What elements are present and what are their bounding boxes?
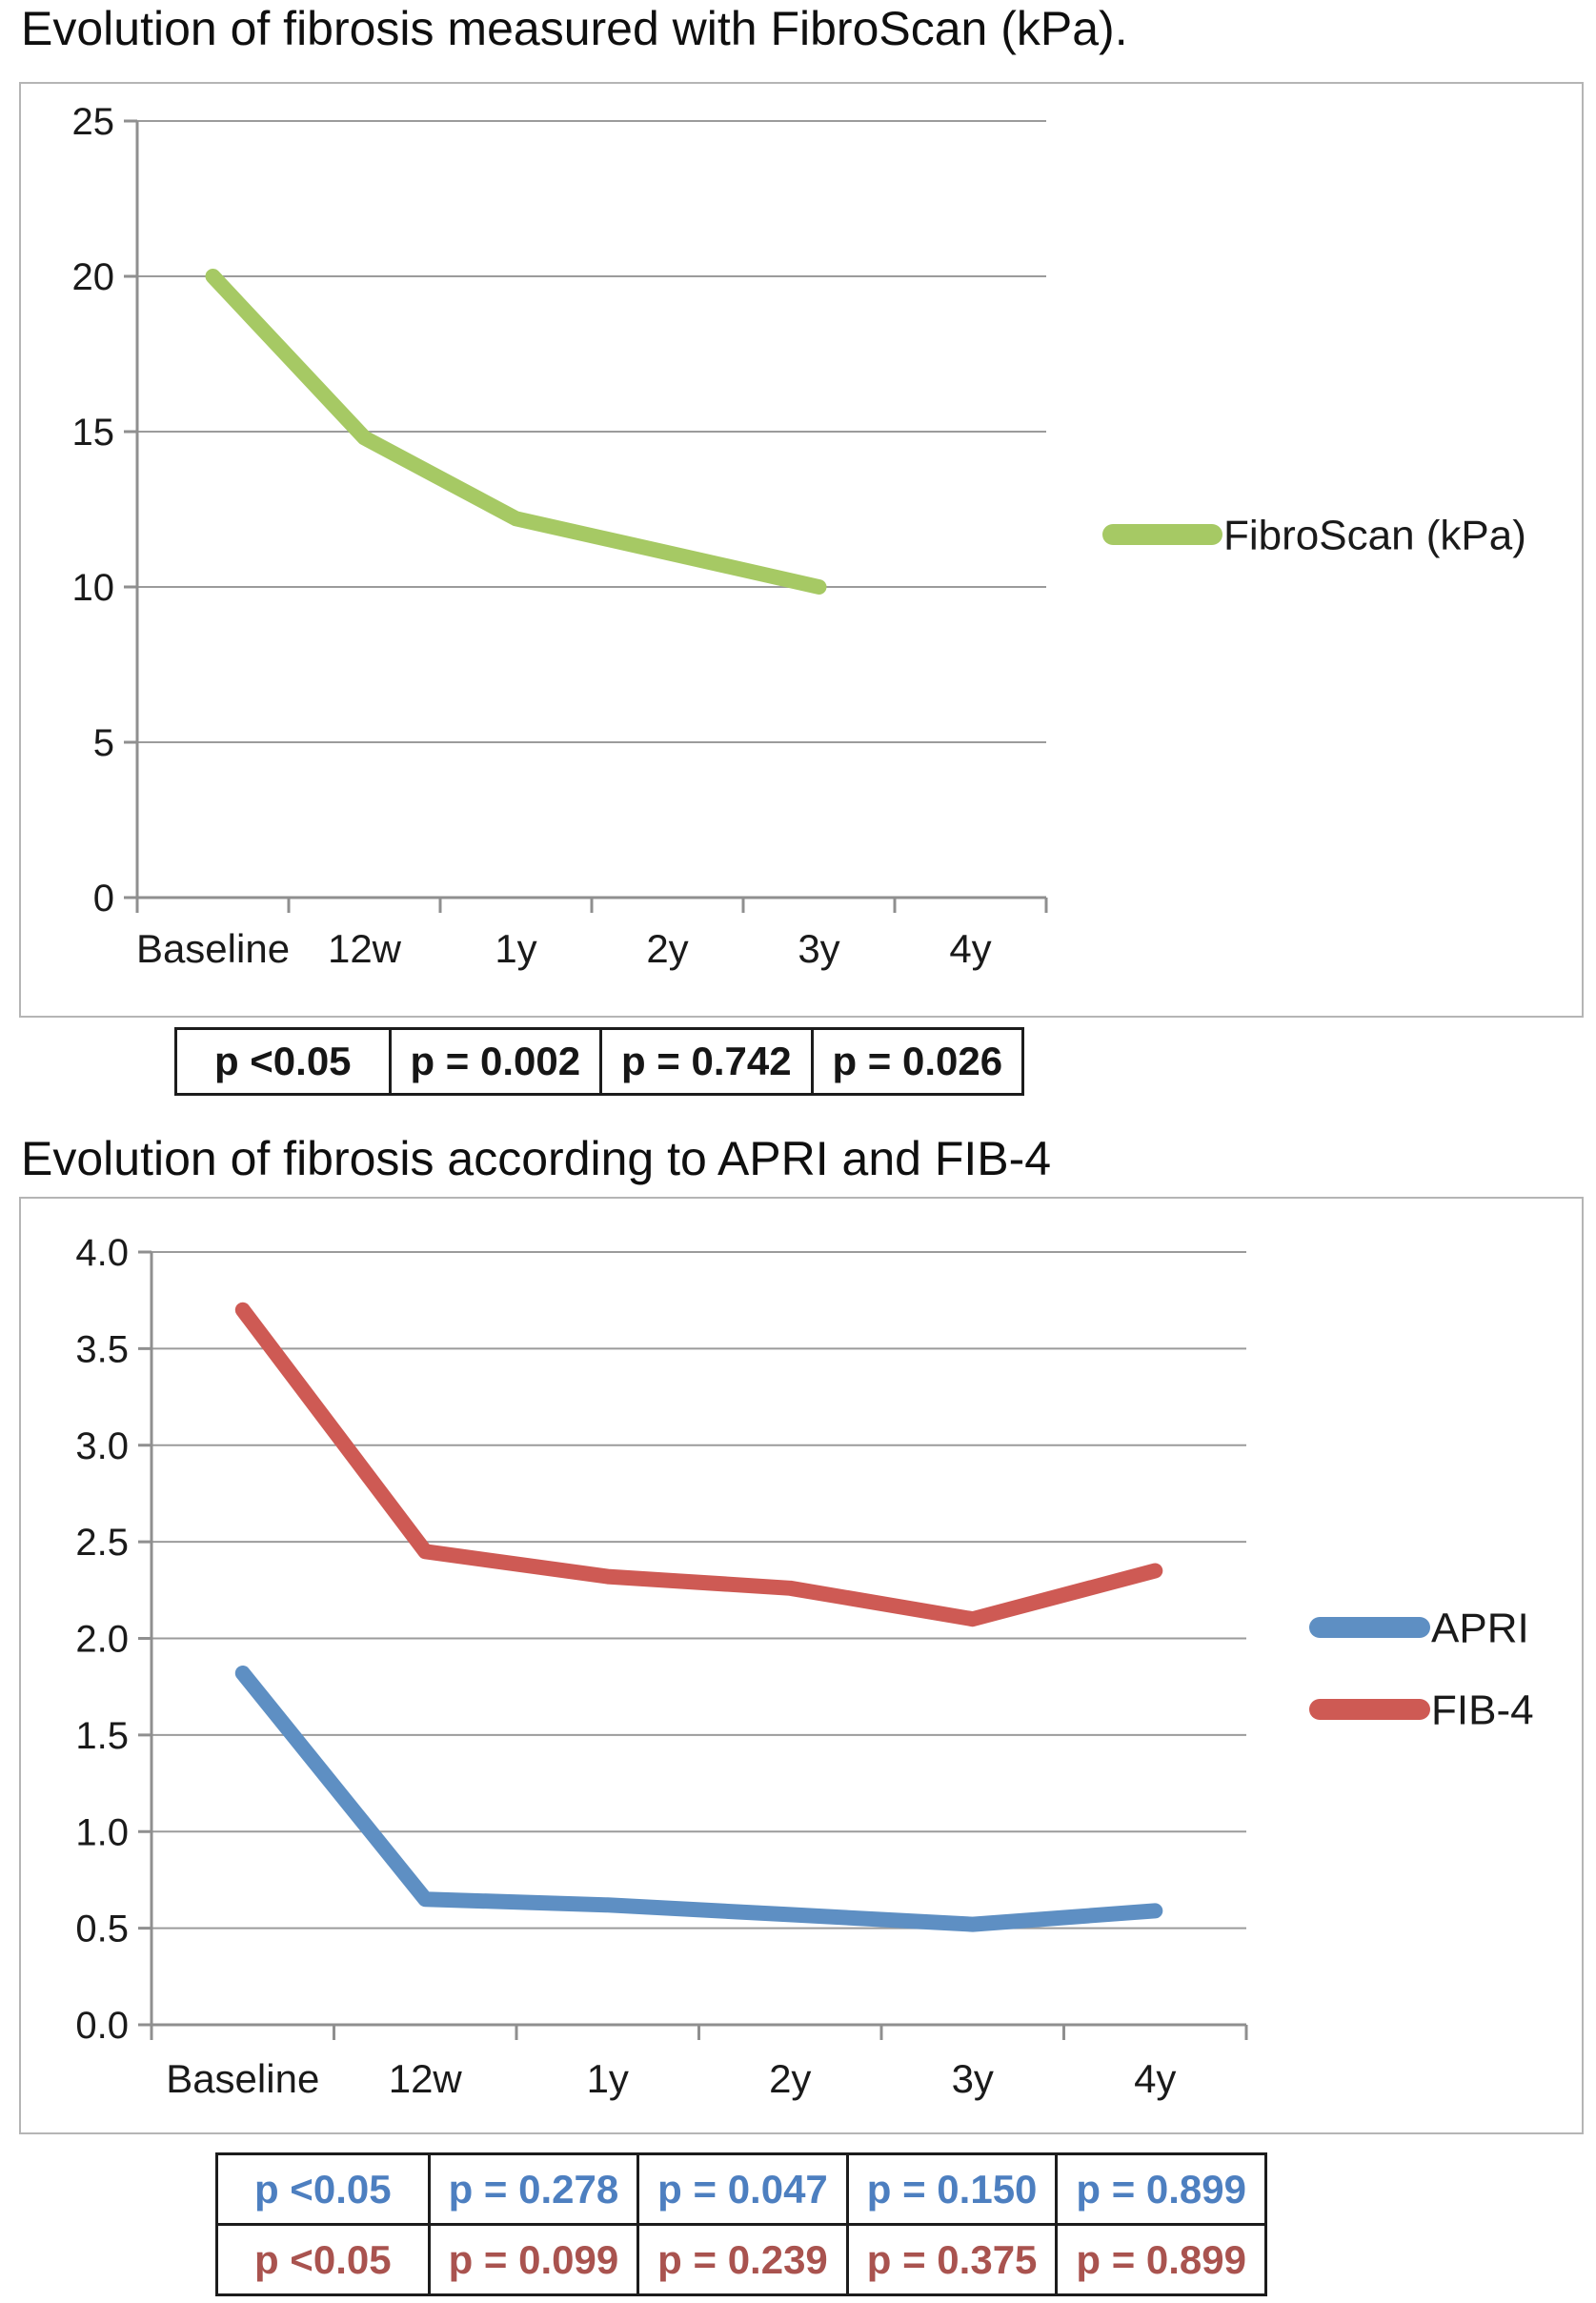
legend: FibroScan (kPa) xyxy=(1102,512,1526,558)
x-category-label: 1y xyxy=(587,2056,629,2101)
y-tick-label: 25 xyxy=(72,101,115,143)
series-line-fibroscan-kpa xyxy=(205,269,827,595)
legend-item-fib-4: FIB-4 xyxy=(1309,1687,1534,1733)
x-category-label: 3y xyxy=(798,926,839,971)
axes xyxy=(124,119,1048,913)
y-tick-label: 2.0 xyxy=(75,1619,129,1661)
y-tick-label: 0 xyxy=(93,878,114,919)
x-category-label: 4y xyxy=(949,926,991,971)
x-category-label: 1y xyxy=(495,926,536,971)
p-value-cell: p = 0.899 xyxy=(1055,2155,1264,2223)
x-category-label: 2y xyxy=(646,926,688,971)
p-value-cell: p = 0.026 xyxy=(810,1030,1022,1093)
apri-fib4-chart-title: Evolution of fibrosis according to APRI … xyxy=(21,1132,1052,1185)
y-tick-label: 15 xyxy=(72,412,115,454)
p-value-cell: p <0.05 xyxy=(253,2166,392,2212)
fibroscan-chart-title: Evolution of fibrosis measured with Fibr… xyxy=(21,2,1128,55)
y-gridlines xyxy=(152,1251,1246,1929)
x-category-label: 2y xyxy=(769,2056,811,2101)
y-tick-label: 1.0 xyxy=(75,1811,129,1853)
legend-label: FIB-4 xyxy=(1431,1687,1534,1733)
p-value-cell: p = 0.239 xyxy=(636,2226,846,2293)
p-value-table-fibroscan: p <0.05 p = 0.002 p = 0.742 p = 0.026 xyxy=(174,1027,1024,1096)
y-tick-label: 20 xyxy=(72,256,115,298)
x-category-label: 3y xyxy=(952,2056,994,2101)
y-tick-label: 3.5 xyxy=(75,1328,129,1370)
legend-item-fibroscan-kpa: FibroScan (kPa) xyxy=(1102,512,1526,558)
axes xyxy=(138,1250,1248,2040)
series-line-fib-4 xyxy=(234,1302,1163,1627)
p-value-cell: p = 0.002 xyxy=(388,1030,600,1093)
x-category-label: 12w xyxy=(328,926,402,971)
p-value-cell: p = 0.047 xyxy=(636,2155,846,2223)
y-tick-label: 4.0 xyxy=(75,1232,129,1274)
y-tick-label: 2.5 xyxy=(75,1522,129,1564)
y-tick-labels: 0.0 0.5 1.0 1.5 2.0 2.5 3.0 3.5 4.0 xyxy=(75,1232,129,2047)
x-category-label: 4y xyxy=(1134,2056,1176,2101)
fibroscan-chart-frame: 0 5 10 15 20 25 Baseline 12w 1y 2y 3y 4y FibroScan (… xyxy=(19,82,1584,1018)
series-line-apri xyxy=(234,1666,1163,1932)
y-tick-label: 0.0 xyxy=(75,2005,129,2047)
apri-fib4-line-chart: 0.0 0.5 1.0 1.5 2.0 2.5 3.0 3.5 4.0 Baseline 12w 1y… xyxy=(75,1232,1534,2101)
p-value-cell: p <0.05 xyxy=(213,1039,352,1083)
p-value-table-apri-fib4: p <0.05 p = 0.278 p = 0.047 p = 0.150 p … xyxy=(215,2152,1267,2296)
y-gridlines xyxy=(137,120,1046,743)
legend-label: APRI xyxy=(1431,1605,1529,1651)
x-category-labels: Baseline 12w 1y 2y 3y 4y xyxy=(166,2056,1176,2101)
legend-label: FibroScan (kPa) xyxy=(1223,512,1526,558)
p-value-cell: p = 0.742 xyxy=(599,1030,811,1093)
y-tick-label: 5 xyxy=(93,722,114,764)
legend-item-apri: APRI xyxy=(1309,1605,1529,1651)
x-category-label: Baseline xyxy=(166,2056,319,2101)
p-value-cell: p <0.05 xyxy=(253,2236,392,2282)
apri-fib4-chart-frame: 0.0 0.5 1.0 1.5 2.0 2.5 3.0 3.5 4.0 Baseline 12w 1y… xyxy=(19,1197,1584,2134)
y-tick-labels: 0 5 10 15 20 25 xyxy=(72,101,115,919)
y-tick-label: 3.0 xyxy=(75,1425,129,1467)
y-tick-label: 10 xyxy=(72,567,115,609)
p-value-row-fibroscan: p <0.05 p = 0.002 p = 0.742 p = 0.026 xyxy=(177,1030,1021,1093)
p-value-cell: p = 0.099 xyxy=(427,2226,637,2293)
p-value-cell: p = 0.375 xyxy=(845,2226,1056,2293)
legend: APRI FIB-4 xyxy=(1309,1605,1534,1733)
fibroscan-line-chart: 0 5 10 15 20 25 Baseline 12w 1y 2y 3y 4y FibroScan (… xyxy=(72,101,1526,971)
p-value-cell: p = 0.150 xyxy=(845,2155,1056,2223)
y-tick-label: 0.5 xyxy=(75,1909,129,1950)
p-value-cell: p = 0.278 xyxy=(427,2155,637,2223)
p-value-row-fib4: p <0.05 p = 0.099 p = 0.239 p = 0.375 p … xyxy=(218,2223,1264,2293)
x-category-label: 12w xyxy=(389,2056,463,2101)
x-category-label: Baseline xyxy=(136,926,290,971)
p-value-cell: p = 0.899 xyxy=(1055,2226,1264,2293)
y-tick-label: 1.5 xyxy=(75,1715,129,1757)
p-value-row-apri: p <0.05 p = 0.278 p = 0.047 p = 0.150 p … xyxy=(218,2155,1264,2223)
x-category-labels: Baseline 12w 1y 2y 3y 4y xyxy=(136,926,992,971)
